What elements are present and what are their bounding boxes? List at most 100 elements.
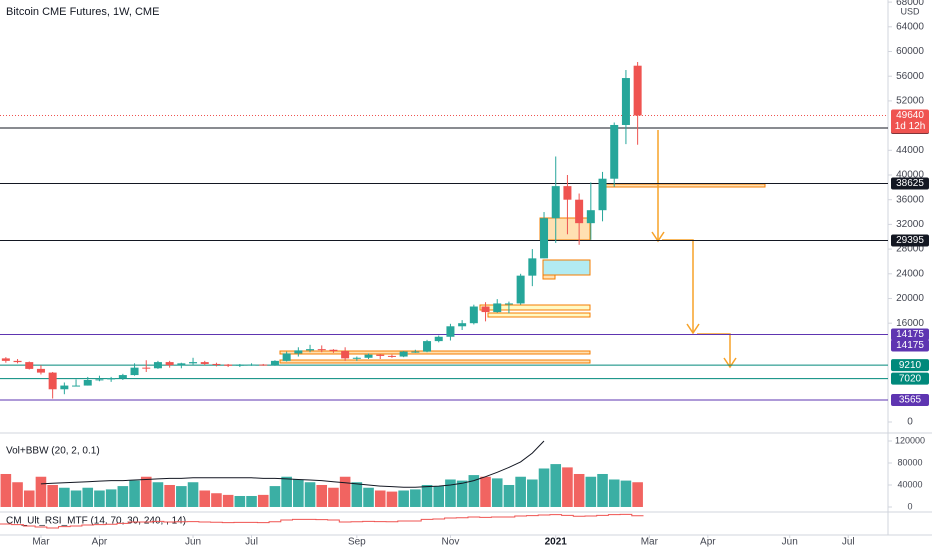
candle-body (364, 354, 373, 358)
level-label-box (891, 359, 929, 372)
x-tick-label: Sep (348, 537, 366, 548)
candle-body (270, 360, 279, 366)
volume-bar (70, 490, 82, 507)
candle-body (376, 354, 385, 356)
volume-bar (468, 475, 480, 507)
candle-body (329, 349, 338, 351)
level-label-box (891, 234, 929, 247)
volume-bar (257, 494, 269, 507)
volume-bar (187, 482, 199, 507)
volume-bar (608, 479, 620, 507)
y-tick-label: 68000 (896, 0, 924, 8)
level-label-box (891, 177, 929, 190)
x-tick-label: Mar (641, 537, 659, 548)
volume-bar (538, 468, 550, 507)
volume-bar (82, 487, 94, 507)
volume-bar (140, 476, 152, 507)
volume-bar (339, 476, 351, 507)
volume-bar (550, 464, 562, 507)
volume-bar (491, 478, 503, 507)
arrow-head (723, 357, 737, 369)
x-tick-label: Jun (185, 537, 201, 548)
candle-body (1, 358, 10, 361)
volume-bar (222, 494, 234, 507)
volume-bar (304, 482, 316, 507)
level-label: 38625 (896, 178, 924, 189)
candle-body (434, 336, 443, 342)
volume-bar (421, 484, 433, 507)
candle-body (458, 323, 467, 327)
volume-bar (398, 490, 409, 507)
candle-body (118, 375, 127, 379)
candle-body (411, 351, 420, 353)
volume-bar (562, 467, 573, 507)
volume-tick-label: 0 (907, 501, 912, 511)
candle-body (83, 380, 92, 386)
volume-bar (374, 490, 386, 507)
candle-body (551, 186, 560, 219)
x-tick-label: Nov (442, 537, 460, 548)
volume-bar (199, 490, 211, 507)
y-tick-label: 16000 (896, 318, 924, 329)
y-tick-label: 44000 (896, 145, 924, 156)
zone (279, 359, 591, 364)
level-label: 29395 (896, 235, 924, 246)
volume-bar (35, 476, 47, 507)
y-tick-label: 40000 (896, 170, 924, 181)
volume-bar (234, 495, 246, 507)
volume-bar (363, 487, 374, 507)
level-label: 14175 (896, 329, 924, 340)
last-price-box (891, 109, 929, 134)
level-label: 9210 (899, 360, 922, 371)
x-tick-label: Apr (92, 537, 108, 548)
volume-bar (503, 484, 515, 507)
candle-body (107, 378, 116, 380)
volume-bar (293, 479, 304, 507)
volume-bar (94, 490, 105, 507)
candle-body (598, 178, 607, 211)
zone (542, 274, 556, 280)
level-label-box (891, 372, 929, 385)
rsi-line (0, 513, 644, 529)
candle-body (294, 350, 303, 354)
candle-body (528, 258, 537, 276)
x-tick-label: Apr (700, 537, 716, 548)
candle-body (36, 368, 45, 373)
volume-bar (456, 480, 468, 507)
level-label: 14175 (896, 340, 924, 351)
candle-body (633, 65, 642, 116)
candle-body (60, 385, 69, 390)
candle-body (177, 363, 186, 366)
y-tick-label: 24000 (896, 268, 924, 279)
volume-bars (0, 464, 643, 507)
x-tick-label: Jul (842, 537, 855, 548)
candle-body (586, 210, 595, 224)
y-tick-label: 32000 (896, 219, 924, 230)
arrow-head (686, 323, 700, 335)
candle-body (142, 367, 151, 369)
volume-bar (316, 484, 328, 507)
candle-body (165, 362, 174, 366)
level-label-box (891, 339, 929, 352)
candle-body (446, 326, 455, 337)
candle-body (352, 357, 361, 359)
volume-bar (585, 476, 597, 507)
volume-bar (410, 489, 421, 507)
volume-bar (12, 482, 23, 507)
zone (599, 183, 766, 188)
volume-bar (480, 476, 491, 507)
volume-bar (269, 486, 281, 507)
levels (0, 127, 888, 401)
last-price-countdown: 1d 12h (895, 121, 926, 132)
volume-bar (117, 486, 129, 507)
level-label-box (891, 393, 929, 406)
candle-body (72, 385, 81, 387)
candle-body (493, 303, 502, 313)
volume-bar (386, 491, 398, 507)
volume-bar (597, 473, 608, 507)
x-tick-label: Jun (782, 537, 798, 548)
currency: USD (900, 6, 920, 16)
candle-body (235, 364, 244, 366)
level-label: 7020 (899, 373, 922, 384)
